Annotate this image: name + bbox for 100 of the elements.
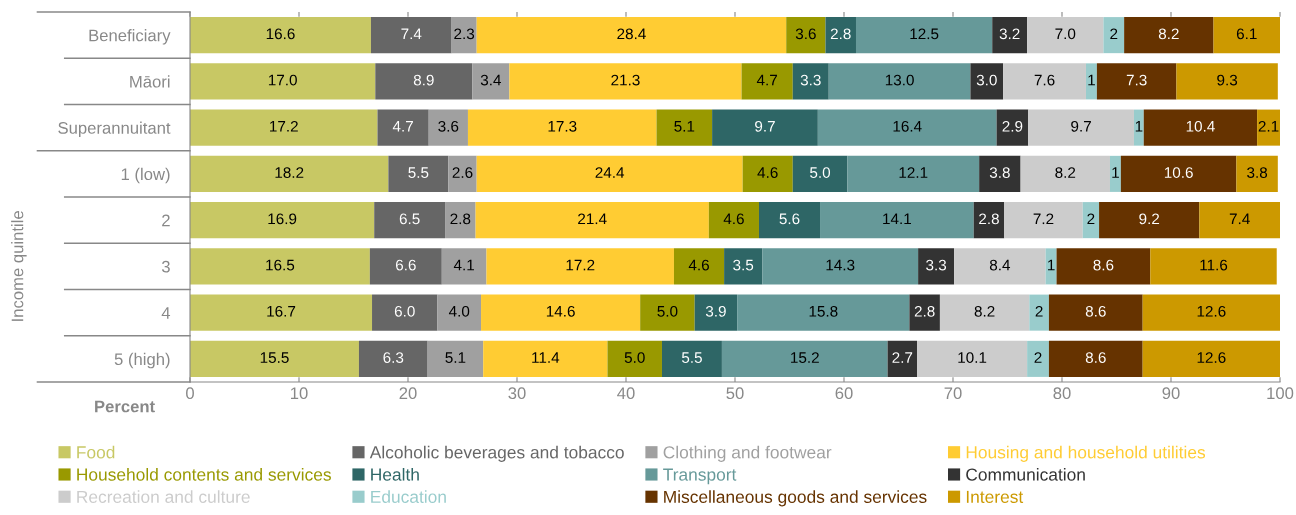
bar bbox=[445, 202, 476, 239]
bar bbox=[1082, 202, 1100, 239]
bar bbox=[661, 340, 722, 377]
data-label: 2.9 bbox=[1002, 120, 1023, 132]
bar bbox=[656, 109, 713, 146]
x-tick-label: 80 bbox=[1053, 387, 1071, 400]
data-label: 3.8 bbox=[1247, 167, 1268, 178]
bar bbox=[1027, 17, 1104, 54]
bar bbox=[1103, 17, 1125, 54]
y-tick-label: 3 bbox=[161, 260, 170, 273]
bar bbox=[939, 294, 1030, 331]
bar bbox=[1120, 155, 1237, 192]
bar bbox=[1124, 17, 1214, 54]
data-label: 3.3 bbox=[926, 259, 947, 271]
bar bbox=[427, 340, 484, 377]
legend-label: Transport bbox=[663, 468, 737, 485]
bar bbox=[1176, 63, 1278, 100]
x-tick-label: 20 bbox=[399, 387, 417, 400]
data-label: 4.6 bbox=[723, 213, 744, 225]
data-label: 21.3 bbox=[611, 74, 640, 86]
data-label: 8.6 bbox=[1093, 259, 1114, 271]
data-label: 3.9 bbox=[705, 305, 726, 317]
bar bbox=[475, 202, 709, 239]
data-label: 2.8 bbox=[450, 213, 471, 225]
data-label: 15.2 bbox=[791, 352, 819, 363]
bar bbox=[1028, 109, 1134, 146]
x-tick-label: 40 bbox=[617, 387, 635, 400]
bar bbox=[909, 294, 940, 331]
bar bbox=[476, 17, 787, 54]
bar bbox=[1027, 340, 1049, 377]
bar bbox=[820, 202, 974, 239]
data-label: 8.2 bbox=[974, 305, 995, 317]
legend-label: Housing and household utilities bbox=[966, 445, 1206, 462]
data-label: 9.2 bbox=[1139, 213, 1160, 225]
bar bbox=[1133, 109, 1144, 146]
data-label: 15.5 bbox=[260, 352, 289, 363]
data-label: 2.6 bbox=[452, 167, 473, 178]
y-tick-label: 1 (low) bbox=[121, 167, 170, 184]
data-label: 17.0 bbox=[268, 74, 297, 86]
x-tick-label: 70 bbox=[944, 387, 962, 400]
bar bbox=[483, 340, 608, 377]
data-label: 8.2 bbox=[1055, 167, 1076, 178]
data-label: 6.3 bbox=[383, 352, 404, 363]
x-tick-label: 50 bbox=[726, 387, 744, 400]
data-label: 3.5 bbox=[733, 259, 754, 271]
data-label: 21.4 bbox=[578, 213, 607, 225]
x-tick-label: 30 bbox=[508, 387, 526, 400]
data-label: 1 bbox=[1135, 121, 1143, 132]
x-tick-label: 90 bbox=[1162, 387, 1180, 400]
data-label: 3.2 bbox=[999, 28, 1020, 40]
legend-label: Clothing and footwear bbox=[663, 445, 832, 462]
data-label: 4.6 bbox=[688, 259, 709, 271]
x-tick-label: 0 bbox=[186, 387, 194, 400]
data-label: 7.3 bbox=[1126, 74, 1147, 86]
bar bbox=[673, 248, 725, 285]
bar bbox=[742, 155, 793, 192]
bar bbox=[786, 17, 826, 54]
data-label: 12.1 bbox=[899, 167, 928, 178]
bar bbox=[374, 202, 446, 239]
y-tick-label: 4 bbox=[161, 307, 171, 319]
data-label: 2.8 bbox=[830, 28, 851, 40]
bar bbox=[1142, 294, 1280, 331]
bar bbox=[640, 294, 695, 331]
data-label: 6.5 bbox=[399, 213, 420, 225]
y-tick-label: 2 bbox=[162, 214, 170, 227]
data-label: 24.4 bbox=[595, 167, 625, 178]
bar bbox=[377, 109, 429, 146]
bar bbox=[1045, 248, 1057, 285]
y-tick-label: Māori bbox=[130, 75, 170, 88]
data-label: 6.1 bbox=[1236, 28, 1257, 40]
bar bbox=[737, 294, 910, 331]
bar bbox=[428, 109, 468, 146]
bar bbox=[1048, 294, 1143, 331]
y-tick-label: 5 (high) bbox=[114, 352, 170, 369]
legend-label: Alcoholic beverages and tobacco bbox=[369, 445, 624, 462]
data-label: 8.6 bbox=[1085, 352, 1106, 363]
x-tick-label: 100 bbox=[1267, 387, 1294, 400]
bar bbox=[970, 63, 1004, 100]
bar bbox=[375, 63, 473, 100]
bar bbox=[388, 155, 449, 192]
bar bbox=[451, 17, 477, 54]
data-label: 7.4 bbox=[1229, 213, 1250, 225]
data-label: 4.6 bbox=[757, 167, 778, 178]
bar bbox=[1142, 340, 1280, 377]
bar bbox=[437, 294, 482, 331]
data-label: 5.1 bbox=[674, 121, 695, 132]
data-label: 4.0 bbox=[448, 305, 470, 317]
data-label: 13.0 bbox=[885, 74, 914, 86]
bar bbox=[467, 109, 657, 146]
data-label: 2.3 bbox=[454, 28, 475, 40]
bar bbox=[190, 202, 375, 239]
data-label: 2.8 bbox=[914, 305, 935, 317]
legend-label: Education bbox=[371, 490, 446, 503]
data-label: 12.6 bbox=[1197, 352, 1226, 363]
data-label: 2.1 bbox=[1258, 120, 1279, 132]
data-label: 2 bbox=[1087, 213, 1095, 225]
data-label: 7.6 bbox=[1034, 74, 1055, 86]
legend-label: Food bbox=[77, 445, 115, 459]
data-label: 9.3 bbox=[1217, 74, 1238, 86]
bar bbox=[828, 63, 971, 100]
